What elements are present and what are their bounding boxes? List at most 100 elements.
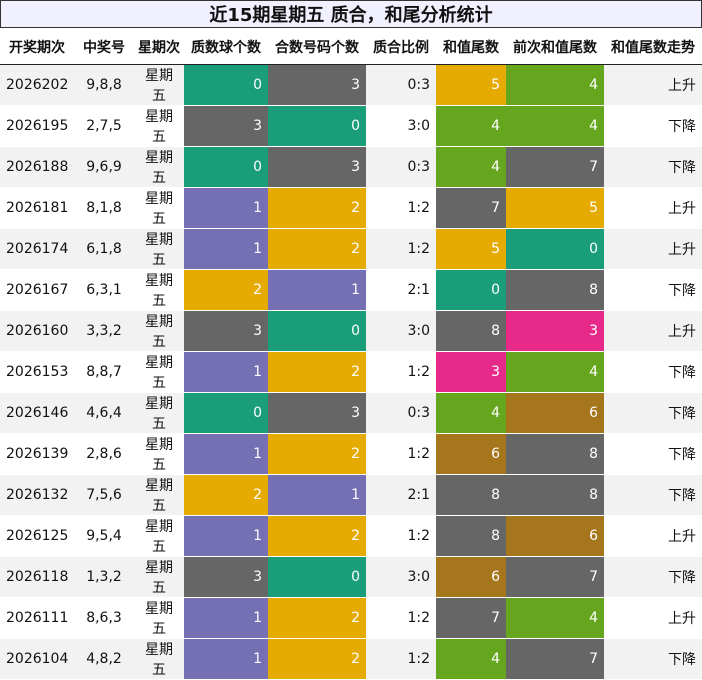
table-row: 2026181 8,1,8 星期五 1 2 1:2 7 5 上升 (0, 187, 702, 229)
cell-trend: 下降 (604, 146, 702, 188)
cell-weekday: 星期五 (134, 269, 184, 311)
table-row: 2026132 7,5,6 星期五 2 1 2:1 8 8 下降 (0, 474, 702, 516)
cell-composite-count: 3 (268, 392, 366, 434)
cell-numbers: 1,3,2 (74, 556, 134, 598)
cell-weekday: 星期五 (134, 105, 184, 147)
cell-prime-count: 0 (184, 392, 268, 434)
page-title: 近15期星期五 质合，和尾分析统计 (0, 0, 702, 28)
cell-composite-count: 2 (268, 515, 366, 557)
table-row: 2026118 1,3,2 星期五 3 0 3:0 6 7 下降 (0, 556, 702, 598)
cell-prev-sum-tail: 5 (506, 187, 604, 229)
cell-weekday: 星期五 (134, 638, 184, 680)
cell-issue: 2026104 (0, 638, 74, 680)
cell-weekday: 星期五 (134, 556, 184, 598)
cell-trend: 下降 (604, 638, 702, 680)
cell-prev-sum-tail: 7 (506, 556, 604, 598)
cell-prime-count: 1 (184, 597, 268, 639)
cell-trend: 下降 (604, 556, 702, 598)
cell-sum-tail: 8 (436, 515, 506, 557)
cell-prime-count: 2 (184, 269, 268, 311)
cell-sum-tail: 0 (436, 269, 506, 311)
cell-trend: 上升 (604, 597, 702, 639)
cell-trend: 上升 (604, 228, 702, 270)
cell-numbers: 4,6,4 (74, 392, 134, 434)
table-row: 2026139 2,8,6 星期五 1 2 1:2 6 8 下降 (0, 433, 702, 475)
cell-numbers: 8,1,8 (74, 187, 134, 229)
cell-numbers: 9,5,4 (74, 515, 134, 557)
cell-sum-tail: 7 (436, 597, 506, 639)
cell-issue: 2026188 (0, 146, 74, 188)
cell-prev-sum-tail: 4 (506, 351, 604, 393)
cell-prev-sum-tail: 4 (506, 105, 604, 147)
cell-issue: 2026174 (0, 228, 74, 270)
cell-prime-count: 1 (184, 228, 268, 270)
col-header-composite-count: 合数号码个数 (268, 30, 366, 65)
cell-issue: 2026195 (0, 105, 74, 147)
cell-issue: 2026132 (0, 474, 74, 516)
cell-ratio: 2:1 (366, 474, 436, 516)
cell-weekday: 星期五 (134, 228, 184, 270)
col-header-trend: 和值尾数走势 (604, 30, 702, 65)
cell-prime-count: 1 (184, 433, 268, 475)
cell-numbers: 8,8,7 (74, 351, 134, 393)
cell-trend: 上升 (604, 187, 702, 229)
cell-numbers: 9,8,8 (74, 64, 134, 106)
table-row: 2026160 3,3,2 星期五 3 0 3:0 8 3 上升 (0, 310, 702, 352)
table-row: 2026167 6,3,1 星期五 2 1 2:1 0 8 下降 (0, 269, 702, 311)
cell-ratio: 1:2 (366, 433, 436, 475)
cell-numbers: 2,7,5 (74, 105, 134, 147)
cell-ratio: 1:2 (366, 187, 436, 229)
cell-prime-count: 0 (184, 64, 268, 106)
cell-composite-count: 0 (268, 310, 366, 352)
cell-trend: 下降 (604, 392, 702, 434)
cell-trend: 下降 (604, 105, 702, 147)
cell-weekday: 星期五 (134, 310, 184, 352)
table-row: 2026195 2,7,5 星期五 3 0 3:0 4 4 下降 (0, 105, 702, 147)
header-row: 开奖期次 中奖号 星期次 质数球个数 合数号码个数 质合比例 和值尾数 前次和值… (0, 30, 702, 65)
cell-trend: 下降 (604, 269, 702, 311)
cell-numbers: 8,6,3 (74, 597, 134, 639)
cell-prev-sum-tail: 8 (506, 474, 604, 516)
cell-sum-tail: 4 (436, 638, 506, 680)
cell-ratio: 1:2 (366, 351, 436, 393)
cell-prime-count: 3 (184, 556, 268, 598)
cell-weekday: 星期五 (134, 392, 184, 434)
cell-issue: 2026146 (0, 392, 74, 434)
cell-trend: 上升 (604, 515, 702, 557)
cell-sum-tail: 5 (436, 64, 506, 106)
cell-prev-sum-tail: 7 (506, 146, 604, 188)
cell-composite-count: 2 (268, 433, 366, 475)
cell-prime-count: 0 (184, 146, 268, 188)
cell-ratio: 0:3 (366, 146, 436, 188)
cell-prime-count: 2 (184, 474, 268, 516)
cell-weekday: 星期五 (134, 351, 184, 393)
cell-prime-count: 1 (184, 515, 268, 557)
cell-numbers: 9,6,9 (74, 146, 134, 188)
cell-issue: 2026111 (0, 597, 74, 639)
cell-prev-sum-tail: 7 (506, 638, 604, 680)
cell-weekday: 星期五 (134, 187, 184, 229)
cell-numbers: 6,3,1 (74, 269, 134, 311)
cell-trend: 下降 (604, 433, 702, 475)
cell-issue: 2026125 (0, 515, 74, 557)
cell-issue: 2026160 (0, 310, 74, 352)
cell-prime-count: 1 (184, 187, 268, 229)
cell-numbers: 2,8,6 (74, 433, 134, 475)
cell-issue: 2026202 (0, 64, 74, 106)
cell-ratio: 2:1 (366, 269, 436, 311)
col-header-issue: 开奖期次 (0, 30, 74, 65)
cell-trend: 下降 (604, 474, 702, 516)
cell-composite-count: 3 (268, 146, 366, 188)
cell-composite-count: 0 (268, 105, 366, 147)
cell-composite-count: 2 (268, 638, 366, 680)
cell-weekday: 星期五 (134, 64, 184, 106)
cell-prev-sum-tail: 3 (506, 310, 604, 352)
cell-composite-count: 1 (268, 474, 366, 516)
cell-prev-sum-tail: 8 (506, 433, 604, 475)
col-header-prev-sum-tail: 前次和值尾数 (506, 30, 604, 65)
cell-trend: 上升 (604, 64, 702, 106)
table-row: 2026153 8,8,7 星期五 1 2 1:2 3 4 下降 (0, 351, 702, 393)
cell-sum-tail: 6 (436, 433, 506, 475)
cell-sum-tail: 8 (436, 310, 506, 352)
col-header-weekday: 星期次 (134, 30, 184, 65)
